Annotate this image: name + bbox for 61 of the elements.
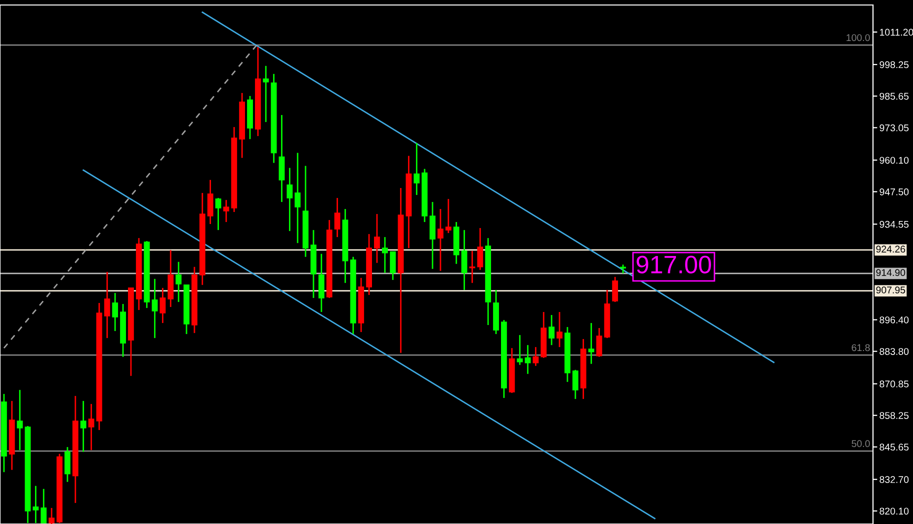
annotation: 61.8	[852, 344, 870, 352]
candlestick	[112, 292, 118, 332]
annotation: 100.0	[846, 34, 870, 42]
ref-line-label: 907.95	[876, 286, 906, 294]
candlestick	[477, 227, 484, 271]
candlestick	[532, 346, 539, 367]
candlestick	[572, 369, 578, 400]
candlestick	[176, 261, 182, 303]
candlestick	[32, 485, 39, 524]
ref-line-label: 924.26	[876, 246, 906, 253]
candlestick	[414, 142, 420, 196]
y-tick-label: 1011.20	[880, 28, 913, 36]
candlestick	[438, 208, 444, 272]
candlestick	[588, 322, 594, 365]
y-tick-label: 820.10	[880, 508, 909, 515]
candlestick	[556, 311, 562, 348]
annotation: 917.00	[636, 256, 711, 274]
candlestick	[469, 250, 476, 284]
candlestick	[223, 199, 230, 223]
candlestick	[612, 276, 618, 303]
candlestick	[88, 403, 94, 451]
y-tick-label: 870.85	[880, 380, 909, 388]
y-tick-label: 973.05	[880, 124, 909, 132]
candlestick	[80, 400, 86, 453]
candlestick	[524, 344, 531, 375]
candlestick	[286, 167, 293, 232]
candlestick	[48, 507, 55, 524]
y-tick-label: 896.40	[880, 316, 909, 324]
annotation: 50.0	[852, 440, 870, 448]
y-tick-label: 985.65	[880, 92, 909, 100]
y-tick-label: 947.50	[880, 188, 909, 196]
candlestick	[548, 314, 555, 346]
candlestick	[104, 271, 110, 339]
candlestick	[390, 251, 396, 281]
y-tick-label: 934.55	[880, 220, 909, 228]
candlestick	[374, 213, 380, 264]
candlestick	[40, 488, 47, 524]
candlestick	[334, 197, 340, 238]
candlestick	[160, 287, 166, 324]
candlestick	[262, 65, 269, 123]
candlestick	[278, 114, 285, 203]
candlestick	[516, 334, 523, 366]
candlestick	[215, 197, 222, 231]
y-tick-label: 960.10	[880, 156, 909, 164]
y-tick-label: 832.70	[880, 476, 909, 484]
candlestick	[64, 446, 70, 483]
candlestick	[16, 389, 23, 451]
y-tick-label: 883.80	[880, 348, 909, 355]
candlestick	[461, 229, 468, 291]
candlestick	[152, 278, 158, 339]
y-tick-label: 845.65	[880, 444, 909, 451]
y-tick-label: 858.25	[880, 412, 909, 419]
candlestick	[430, 201, 436, 270]
y-tick-label: 998.25	[880, 61, 909, 68]
candlestick	[207, 179, 214, 225]
ref-line-label: 914.90	[876, 269, 906, 276]
candlestick	[596, 327, 602, 358]
candlestick	[445, 198, 452, 234]
candlestick	[382, 236, 388, 274]
candlestick	[294, 152, 301, 244]
candlestick	[318, 253, 324, 313]
